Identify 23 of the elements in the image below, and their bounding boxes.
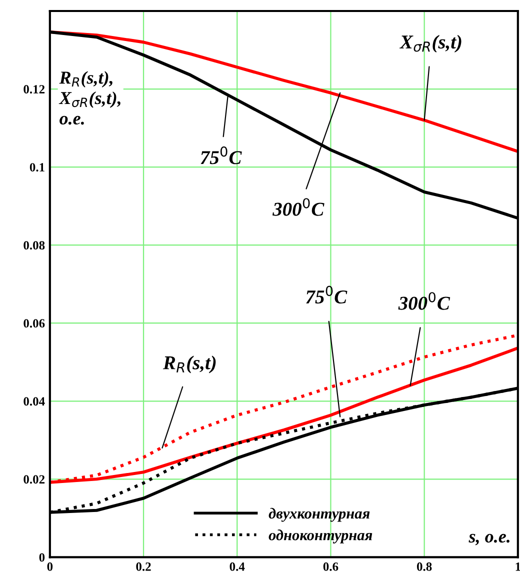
y-tick-label: 0.02	[24, 475, 45, 484]
y-tick-label: 0.06	[24, 319, 45, 328]
y-tick-label: 0	[39, 553, 45, 562]
x-tick-label: 0.4	[230, 562, 245, 571]
y-tick-label: 0.08	[24, 241, 45, 250]
x-tick-label: 0.6	[323, 562, 338, 571]
annotation: X$_{σR}$(s,t)	[399, 34, 462, 53]
annotation: R$_{R}$(s,t)	[162, 356, 216, 374]
annotation: 300$^{0}$C	[272, 198, 324, 216]
annotation: 75$^{0}$C	[200, 146, 242, 164]
x-tick-label: 1	[516, 562, 520, 571]
y-tick-label: 0.1	[30, 163, 44, 172]
legend-label: одноконтурная	[268, 530, 372, 544]
y-axis-title: R$_{R}$(s,t), X$_{σR}$(s,t), о.е.	[58, 71, 120, 125]
x-tick-label: 0	[47, 562, 53, 571]
annotation: 300$^{0}$C	[398, 292, 450, 310]
y-tick-label: 0.04	[24, 397, 45, 406]
x-axis-title: s, о.е.	[468, 534, 510, 546]
x-tick-label: 0.8	[416, 562, 432, 571]
annotation: 75$^{0}$C	[306, 286, 348, 304]
y-tick-label: 0.12	[24, 85, 45, 94]
legend-label: двухконтурная	[268, 508, 370, 522]
x-tick-label: 0.2	[136, 562, 151, 571]
